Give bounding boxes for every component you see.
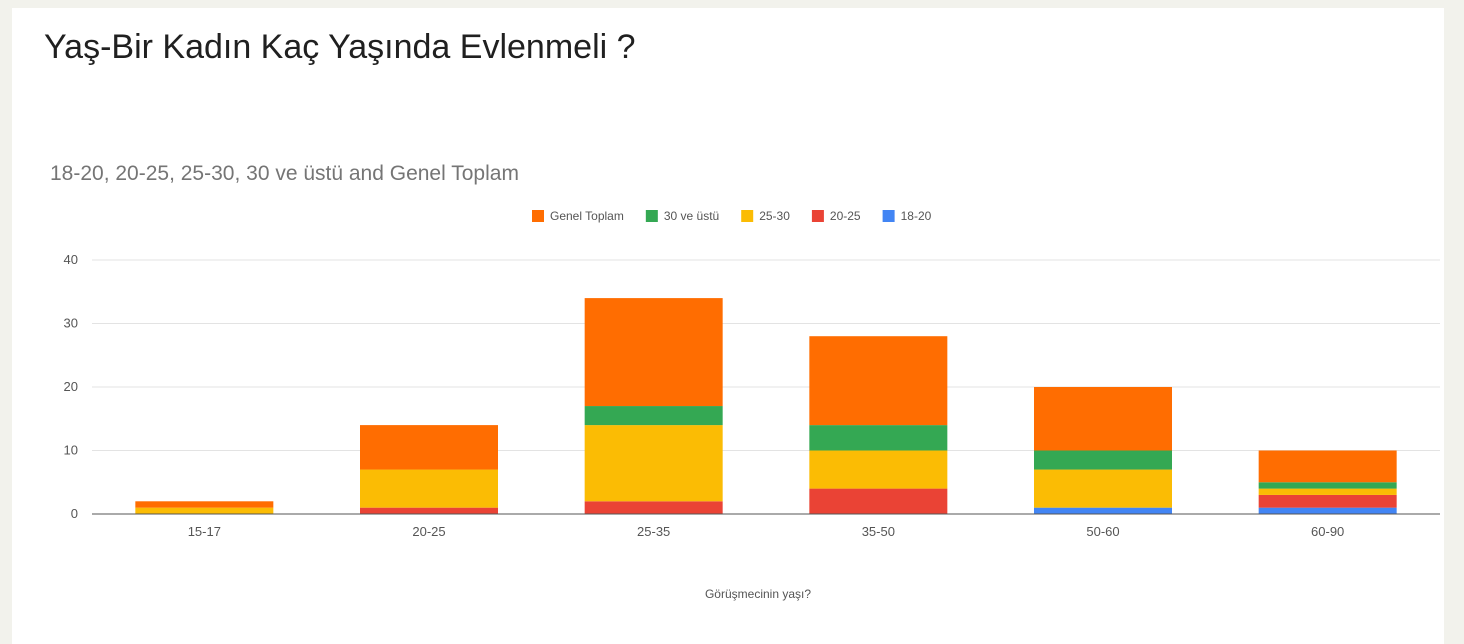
bar-segment xyxy=(1034,387,1172,451)
y-tick-label: 40 xyxy=(64,252,78,267)
x-tick-label: 15-17 xyxy=(188,524,221,539)
legend-swatch xyxy=(811,210,824,222)
y-axis-ticks: 0 10 20 30 40 xyxy=(64,252,78,521)
legend-swatch xyxy=(645,210,658,222)
page-title: Yaş-Bir Kadın Kaç Yaşında Evlenmeli ? xyxy=(44,28,636,66)
legend-label: 18-20 xyxy=(901,209,932,223)
bar-segment xyxy=(809,336,948,426)
legend-label: 20-25 xyxy=(830,209,861,223)
legend-label: Genel Toplam xyxy=(550,209,624,223)
x-tick-label: 35-50 xyxy=(862,524,895,539)
bar-segment xyxy=(360,469,498,508)
bar-segment xyxy=(1258,482,1397,489)
bar-segment xyxy=(135,507,274,514)
x-axis-ticks: 15-17 20-25 25-35 35-50 50-60 60-90 xyxy=(188,524,1345,539)
legend-swatch xyxy=(741,210,754,222)
bar-segment xyxy=(1258,507,1397,514)
bar-segment xyxy=(360,507,498,514)
chart-legend: Genel Toplam 30 ve üstü 25-30 20-25 18-20 xyxy=(532,209,932,223)
bar-segment xyxy=(1258,450,1397,483)
bar-segment xyxy=(1034,450,1172,470)
chart-subtitle: 18-20, 20-25, 25-30, 30 ve üstü and Gene… xyxy=(50,162,519,185)
chart-card: Yaş-Bir Kadın Kaç Yaşında Evlenmeli ? 18… xyxy=(12,8,1444,644)
bar-segment xyxy=(809,488,948,514)
y-tick-label: 10 xyxy=(64,443,78,458)
bar-segment xyxy=(1258,494,1397,508)
legend-swatch xyxy=(532,210,544,222)
legend-label: 25-30 xyxy=(759,209,790,223)
bar-segment xyxy=(1034,507,1172,514)
stacked-bar-chart: 18-20, 20-25, 25-30, 30 ve üstü and Gene… xyxy=(50,162,1440,601)
bar-segment xyxy=(584,406,723,426)
bar-segment xyxy=(1258,488,1397,495)
y-tick-label: 0 xyxy=(71,506,78,521)
bar-segment xyxy=(809,450,948,489)
y-tick-label: 30 xyxy=(64,316,78,331)
gridlines xyxy=(92,259,1440,451)
legend-swatch xyxy=(882,210,895,222)
x-tick-label: 20-25 xyxy=(412,524,445,539)
bars xyxy=(135,298,1397,514)
x-tick-label: 60-90 xyxy=(1311,524,1344,539)
bar-segment xyxy=(584,501,723,514)
legend-label: 30 ve üstü xyxy=(664,209,719,223)
x-tick-label: 50-60 xyxy=(1086,524,1119,539)
bar-segment xyxy=(135,501,274,508)
x-axis-label: Görüşmecinin yaşı? xyxy=(705,587,811,601)
bar-segment xyxy=(584,425,723,502)
x-tick-label: 25-35 xyxy=(637,524,670,539)
bar-segment xyxy=(584,298,723,407)
y-tick-label: 20 xyxy=(64,379,78,394)
bar-segment xyxy=(360,425,498,470)
bar-segment xyxy=(809,425,948,451)
bar-segment xyxy=(1034,469,1172,508)
